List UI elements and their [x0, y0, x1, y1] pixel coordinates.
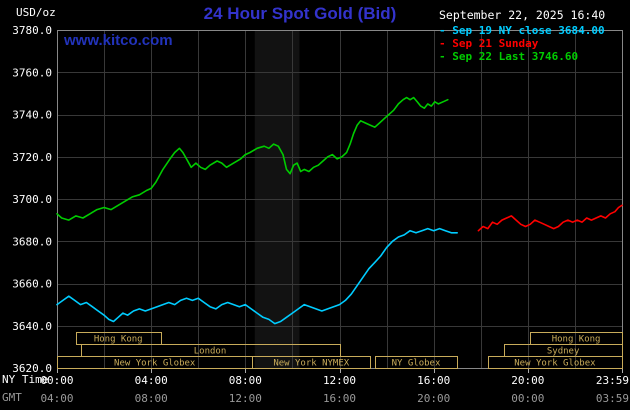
x-tick-label-gmt: 00:00: [511, 392, 544, 405]
series-line-2: [56, 96, 449, 221]
x-tick-label-ny: 12:00: [323, 374, 356, 387]
y-tick-label: 3640.0: [12, 320, 52, 333]
legend-item: - Sep 19 NY close 3684.00: [439, 24, 605, 37]
x-tick-label-ny: 20:00: [511, 374, 544, 387]
y-tick-label: 3720.0: [12, 151, 52, 164]
session-label: Sydney: [547, 347, 580, 357]
y-tick-label: 3660.0: [12, 278, 52, 291]
y-tick-label: 3740.0: [12, 109, 52, 122]
legend-item: - Sep 22 Last 3746.60: [439, 50, 579, 63]
series-line-0: [56, 227, 459, 325]
x-tick-label-ny: 23:59: [596, 374, 629, 387]
x-tick-label-gmt: 03:59: [596, 392, 629, 405]
y-tick-label: 3760.0: [12, 66, 52, 79]
session-box: [375, 356, 458, 369]
x-tick-label-gmt: 12:00: [229, 392, 262, 405]
session-box: [488, 356, 623, 369]
x-tick-label-ny: 08:00: [229, 374, 262, 387]
x-tick-label-ny: 00:00: [40, 374, 73, 387]
series-line-1: [477, 204, 623, 232]
chart-datetime: September 22, 2025 16:40: [439, 8, 606, 22]
y-tick-label: 3680.0: [12, 235, 52, 248]
x-axis-ny-time-label: NY Time: [2, 373, 49, 386]
chart-legend: - Sep 19 NY close 3684.00- Sep 21 Sunday…: [439, 24, 605, 63]
legend-item: - Sep 21 Sunday: [439, 37, 539, 50]
session-label: New York Globex: [114, 359, 196, 369]
session-label: New York Globex: [514, 359, 596, 369]
session-label: New York NYMEX: [273, 359, 349, 369]
y-axis-units-label: USD/oz: [16, 6, 56, 19]
x-axis-gmt-label: GMT: [2, 391, 22, 404]
x-tick-label-ny: 16:00: [417, 374, 450, 387]
x-tick-label-ny: 04:00: [135, 374, 168, 387]
session-label: Hong Kong: [94, 335, 143, 345]
y-tick-label: 3700.0: [12, 193, 52, 206]
y-tick-label: 3780.0: [12, 24, 52, 37]
chart-title: 24 Hour Spot Gold (Bid): [203, 4, 397, 23]
kitco-website-link[interactable]: www.kitco.com: [64, 32, 173, 49]
x-tick-label-gmt: 16:00: [323, 392, 356, 405]
y-tick-label: 3620.0: [12, 362, 52, 375]
session-label: NY Globex: [392, 359, 441, 369]
session-label: Hong Kong: [552, 335, 601, 345]
x-tick-label-gmt: 04:00: [40, 392, 73, 405]
x-tick-label-gmt: 08:00: [135, 392, 168, 405]
session-box: [252, 356, 371, 369]
x-tick-label-gmt: 20:00: [417, 392, 450, 405]
session-label: London: [194, 347, 227, 357]
